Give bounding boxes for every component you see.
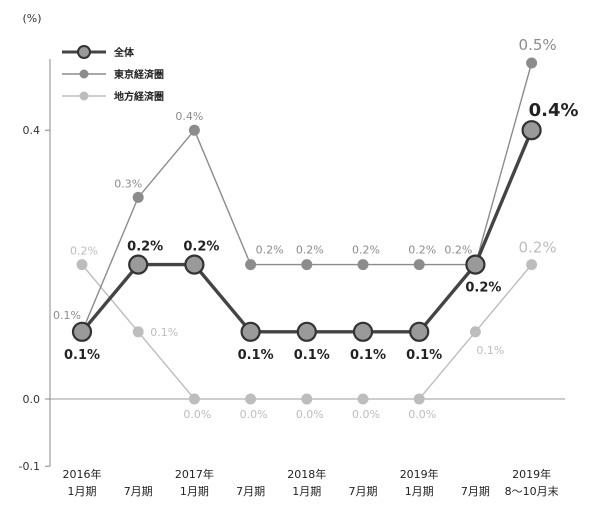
data-point — [184, 254, 205, 275]
data-point — [413, 259, 425, 271]
x-tick-label-line: 2019年 — [512, 467, 551, 481]
data-point — [296, 321, 317, 342]
x-tick-label: 7月期 — [124, 485, 153, 498]
legend-marker — [79, 69, 89, 79]
x-tick-label: 7月期 — [461, 485, 490, 498]
x-tick-label: 7月期 — [236, 485, 265, 498]
x-tick-label-line: 8〜10月末 — [505, 484, 559, 498]
data-point — [301, 393, 313, 405]
x-tick-label-line: 7月期 — [236, 485, 265, 498]
x-tick-label: 2019年 1月期 — [400, 467, 439, 498]
data-label: 0.2% — [296, 244, 324, 257]
data-point — [188, 393, 200, 405]
x-tick-label: 2017年 1月期 — [175, 467, 214, 498]
x-tick-label-line: 2016年 — [63, 467, 102, 481]
data-label: 0.1% — [150, 326, 178, 339]
data-point — [245, 259, 257, 271]
data-label: 0.2% — [256, 244, 284, 257]
data-label: 0.1% — [53, 309, 81, 322]
data-point — [465, 254, 486, 275]
data-label: 0.1% — [476, 344, 504, 357]
data-label: 0.5% — [519, 36, 557, 54]
series-line-1 — [81, 62, 533, 333]
data-point — [132, 191, 144, 203]
x-tick-label-line: 2018年 — [287, 467, 326, 481]
x-tick-label-line: 1月期 — [405, 485, 434, 498]
series-line-0 — [80, 129, 534, 334]
y-axis-unit-label: (%) — [22, 12, 41, 25]
x-tick-label-line: 1月期 — [180, 485, 209, 498]
data-point — [526, 57, 538, 69]
data-label: 0.2% — [127, 240, 163, 255]
data-label: 0.1% — [406, 348, 442, 363]
x-tick-label-line: 1月期 — [292, 485, 321, 498]
data-point — [301, 259, 313, 271]
data-label: 0.1% — [350, 348, 386, 363]
legend-label: 東京経済圏 — [114, 68, 164, 81]
legend-marker — [77, 45, 91, 59]
data-label: 0.2% — [519, 239, 557, 257]
data-point — [409, 321, 430, 342]
x-tick-label: 7月期 — [349, 485, 378, 498]
data-point — [521, 120, 542, 141]
x-tick-label-line: 1月期 — [68, 485, 97, 498]
x-tick-label-line: 7月期 — [349, 485, 378, 498]
legend-label: 地方経済圏 — [114, 90, 164, 103]
data-label: 0.0% — [352, 408, 380, 421]
data-label: 0.2% — [352, 244, 380, 257]
data-point — [352, 321, 374, 342]
data-label: 0.0% — [296, 408, 324, 421]
data-label: 0.2% — [183, 240, 219, 255]
data-point — [413, 393, 425, 405]
data-point — [240, 321, 261, 342]
data-point — [76, 259, 88, 271]
data-label: 0.1% — [238, 348, 274, 363]
data-point — [188, 124, 200, 136]
data-label: 0.2% — [444, 244, 472, 257]
axes: 0.4 0.0 -0.1 2016年 1月期 7月期 2017年 1月期 7月期 2018年 1月期… — [19, 59, 565, 498]
legend-marker — [79, 91, 89, 101]
x-tick-label: 2018年 1月期 — [287, 467, 326, 498]
data-point — [469, 326, 481, 338]
data-label: 0.1% — [294, 348, 330, 363]
data-point — [526, 259, 538, 271]
series-points — [71, 57, 542, 405]
x-tick-label-line: 7月期 — [461, 485, 490, 498]
data-label: 0.2% — [408, 244, 436, 257]
data-label: 0.2% — [465, 281, 501, 296]
data-labels: 0.2% 0.1% 0.0% 0.0% 0.0% 0.0% 0.0% 0.1% 0.2% 0.1%… — [53, 36, 579, 421]
data-label: 0.4% — [175, 110, 203, 123]
data-label: 0.0% — [183, 408, 211, 421]
data-label: 0.0% — [408, 408, 436, 421]
data-label: 0.1% — [64, 348, 100, 363]
data-label: 0.2% — [70, 245, 98, 258]
y-tick-label: 0.0 — [23, 393, 41, 406]
legend-label: 全体 — [113, 46, 135, 59]
data-label: 0.3% — [114, 177, 142, 190]
x-tick-label-line: 2017年 — [175, 467, 214, 481]
x-tick-label-line: 2019年 — [400, 467, 439, 481]
y-tick-label: -0.1 — [19, 460, 40, 473]
data-point — [132, 326, 144, 338]
x-tick-label: 2019年 8〜10月末 — [505, 467, 559, 498]
data-point — [357, 393, 369, 405]
data-point — [71, 321, 93, 342]
x-tick-label: 2016年 1月期 — [63, 467, 102, 498]
data-point — [357, 259, 369, 271]
y-tick-label: 0.4 — [23, 124, 41, 137]
data-label: 0.0% — [240, 408, 268, 421]
data-label: 0.4% — [529, 100, 579, 121]
x-tick-label-line: 7月期 — [124, 485, 153, 498]
data-point — [128, 254, 149, 275]
data-point — [245, 393, 257, 405]
